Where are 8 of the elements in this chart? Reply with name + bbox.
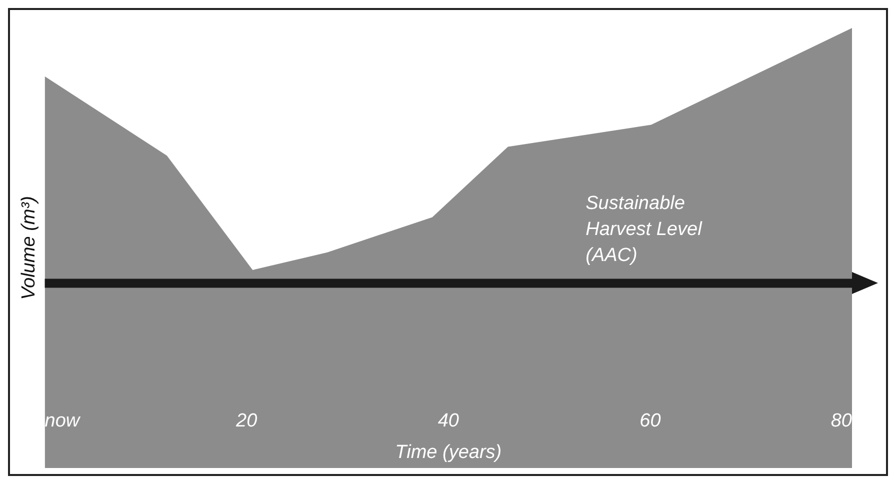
x-axis-title: Time (years)	[395, 442, 502, 463]
x-tick-label: 40	[438, 410, 460, 432]
x-tick-label: 60	[640, 410, 662, 432]
x-tick-label: 80	[830, 410, 852, 432]
x-tick-label: now	[44, 410, 81, 432]
ref-line-label: Sustainable Harvest Level (AAC)	[586, 193, 703, 266]
x-tick-label: 20	[235, 410, 258, 432]
y-axis-title: Volume (m³)	[18, 196, 40, 300]
